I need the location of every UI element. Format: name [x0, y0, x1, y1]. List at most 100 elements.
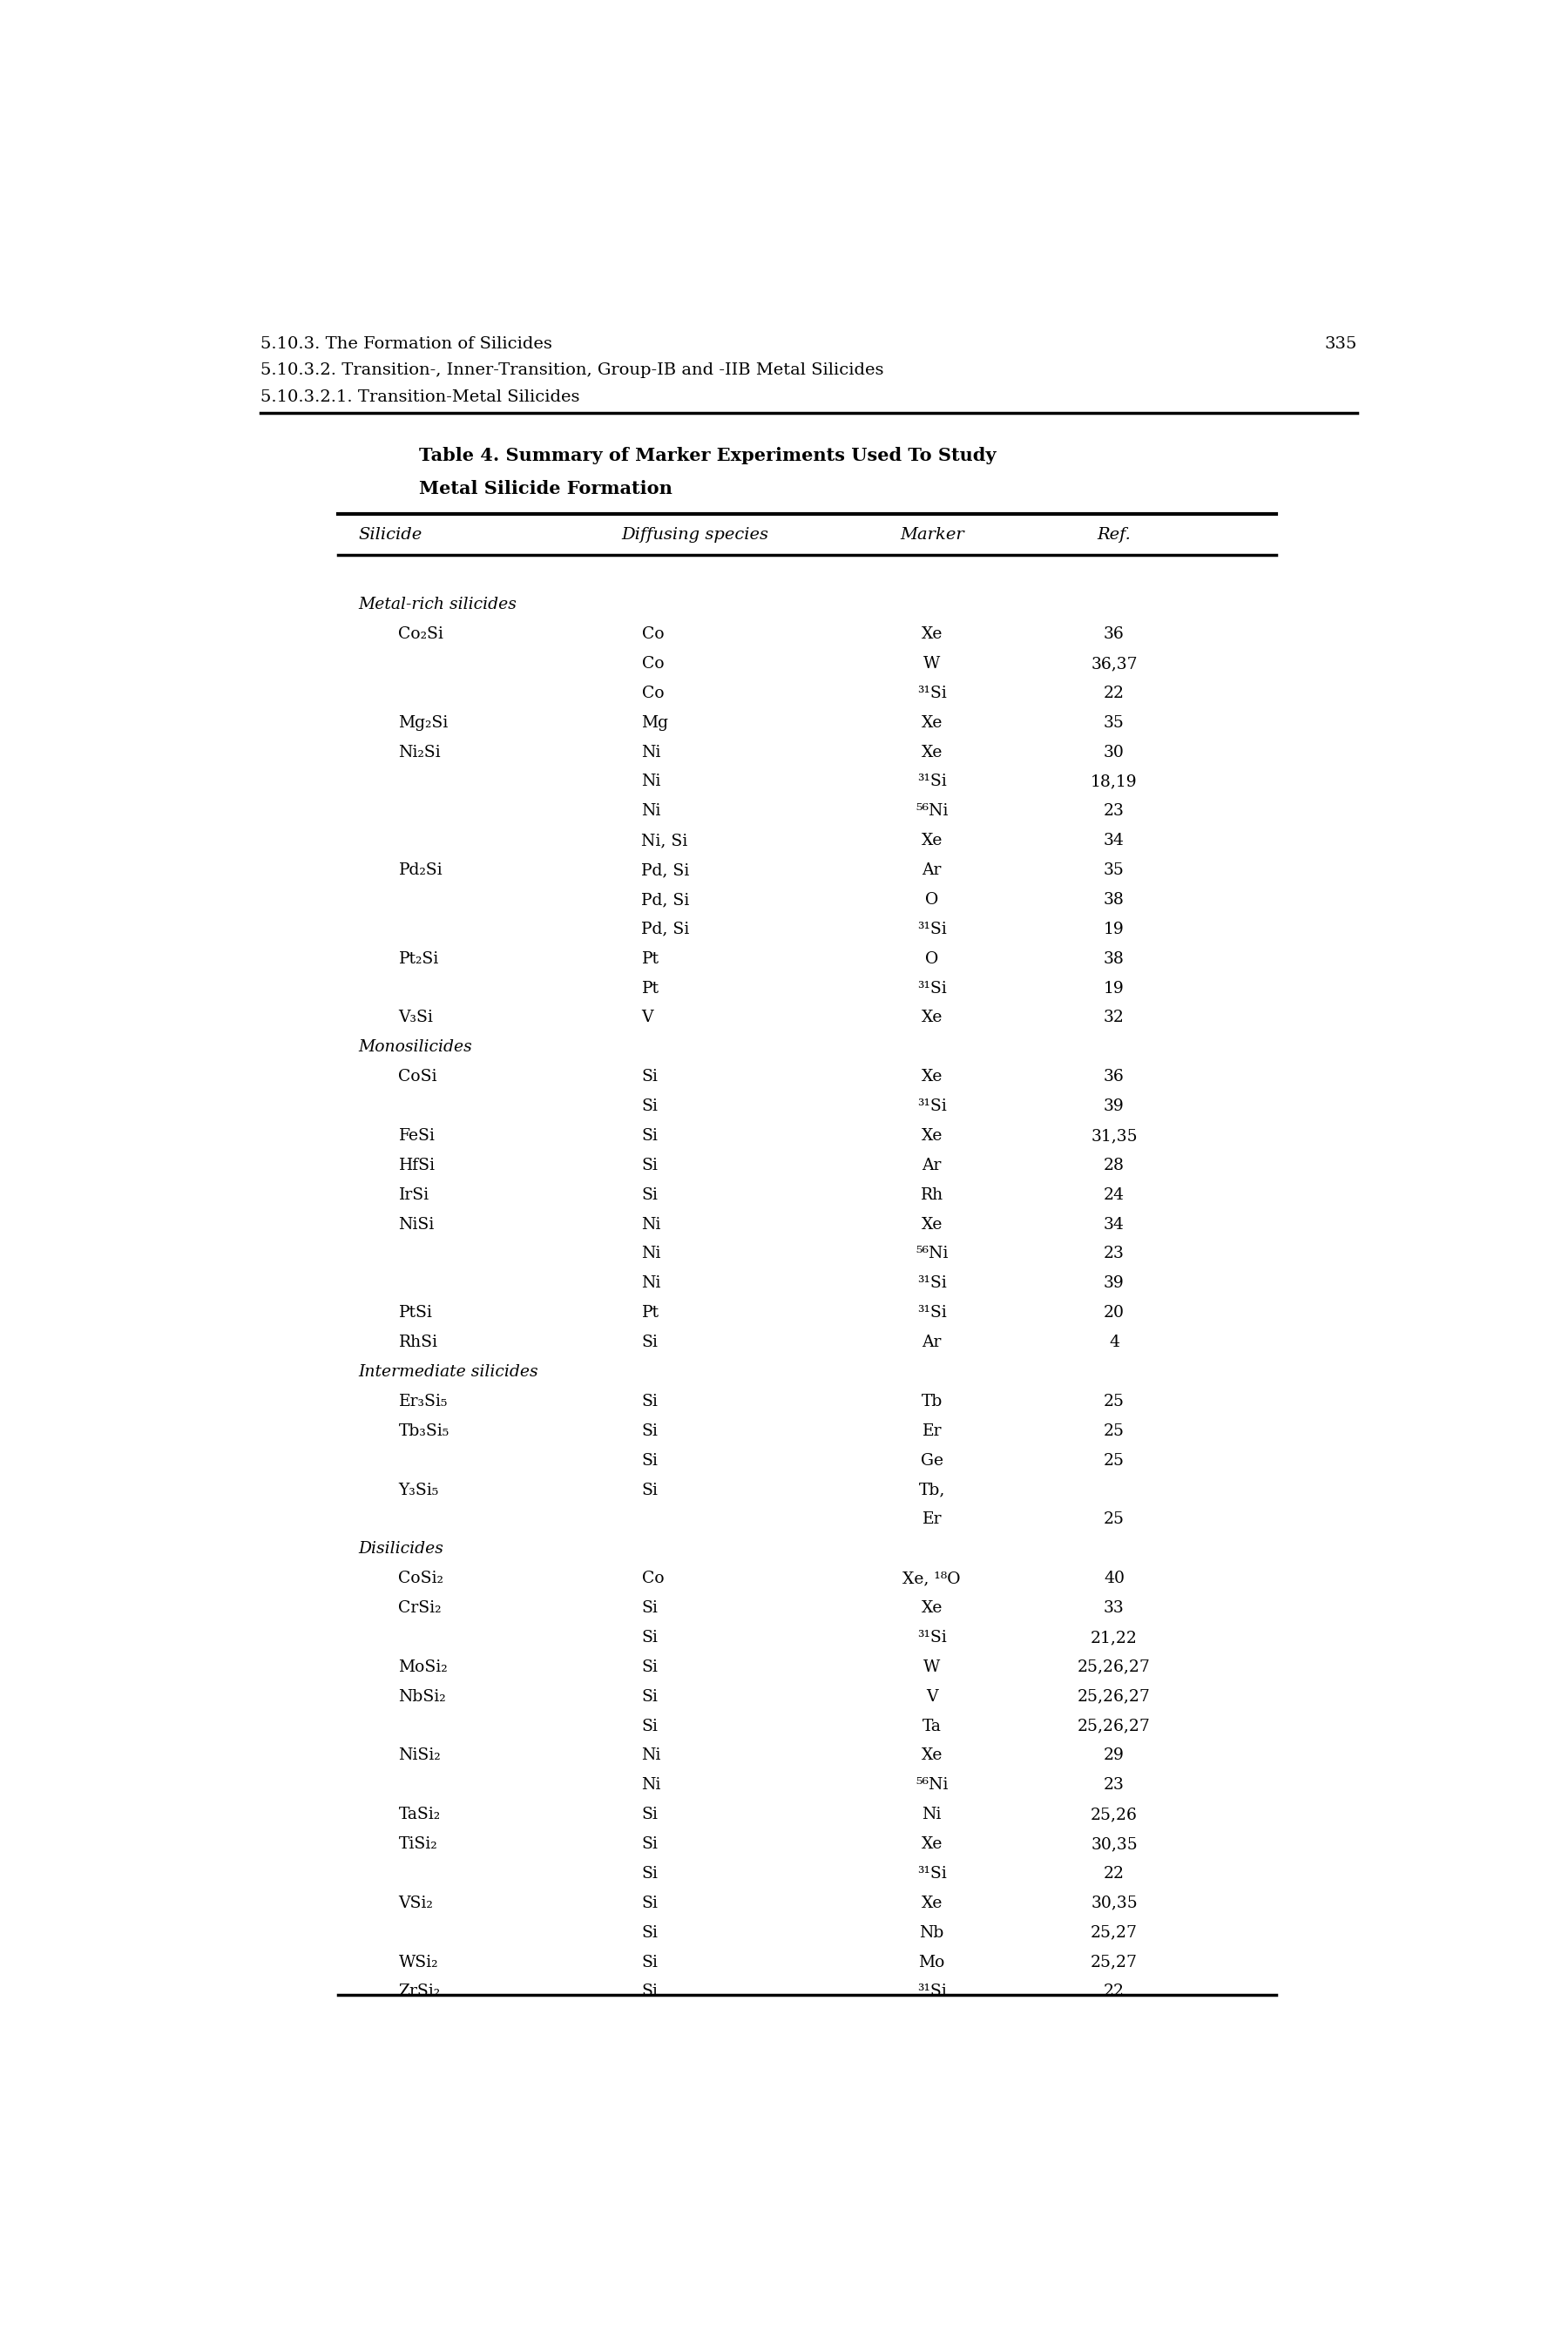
- Text: 22: 22: [1104, 1985, 1124, 1999]
- Text: W: W: [924, 656, 941, 673]
- Text: ³¹Si: ³¹Si: [917, 922, 947, 936]
- Text: ³¹Si: ³¹Si: [917, 1275, 947, 1291]
- Text: VSi₂: VSi₂: [398, 1896, 433, 1912]
- Text: Xe: Xe: [922, 1009, 942, 1025]
- Text: O: O: [925, 950, 939, 967]
- Text: 25: 25: [1104, 1395, 1124, 1409]
- Text: 25,26,27: 25,26,27: [1077, 1658, 1151, 1675]
- Text: Pt: Pt: [641, 1305, 659, 1322]
- Text: 25: 25: [1104, 1512, 1124, 1526]
- Text: Si: Si: [641, 1599, 659, 1616]
- Text: 28: 28: [1104, 1157, 1124, 1174]
- Text: Mo: Mo: [919, 1955, 946, 1971]
- Text: Table 4. Summary of Marker Experiments Used To Study: Table 4. Summary of Marker Experiments U…: [419, 447, 996, 463]
- Text: HfSi: HfSi: [398, 1157, 436, 1174]
- Text: MoSi₂: MoSi₂: [398, 1658, 448, 1675]
- Text: 39: 39: [1104, 1275, 1124, 1291]
- Text: Ni: Ni: [641, 743, 662, 760]
- Text: 23: 23: [1104, 1778, 1124, 1792]
- Text: Ni: Ni: [641, 774, 662, 790]
- Text: 29: 29: [1104, 1748, 1124, 1764]
- Text: Si: Si: [641, 1955, 659, 1971]
- Text: IrSi: IrSi: [398, 1188, 430, 1202]
- Text: 5.10.3.2. Transition-, Inner-Transition, Group-IB and -IIB Metal Silicides: 5.10.3.2. Transition-, Inner-Transition,…: [260, 362, 883, 379]
- Text: Co₂Si: Co₂Si: [398, 626, 444, 642]
- Text: RhSi: RhSi: [398, 1334, 437, 1350]
- Text: 4: 4: [1109, 1334, 1120, 1350]
- Text: O: O: [925, 891, 939, 908]
- Text: Disilicides: Disilicides: [358, 1541, 444, 1557]
- Text: Xe: Xe: [922, 1837, 942, 1851]
- Text: Si: Si: [641, 1689, 659, 1705]
- Text: Ar: Ar: [922, 1157, 942, 1174]
- Text: Er: Er: [922, 1512, 942, 1526]
- Text: 5.10.3.2.1. Transition-Metal Silicides: 5.10.3.2.1. Transition-Metal Silicides: [260, 390, 580, 405]
- Text: Si: Si: [641, 1454, 659, 1468]
- Text: Pd, Si: Pd, Si: [641, 922, 690, 936]
- Text: Si: Si: [641, 1719, 659, 1733]
- Text: Si: Si: [641, 1806, 659, 1823]
- Text: Xe, ¹⁸O: Xe, ¹⁸O: [903, 1571, 961, 1588]
- Text: Tb: Tb: [922, 1395, 942, 1409]
- Text: NiSi: NiSi: [398, 1216, 434, 1232]
- Text: Tb₃Si₅: Tb₃Si₅: [398, 1423, 450, 1439]
- Text: 21,22: 21,22: [1091, 1630, 1138, 1646]
- Text: Si: Si: [641, 1188, 659, 1202]
- Text: Ni₂Si: Ni₂Si: [398, 743, 441, 760]
- Text: 30,35: 30,35: [1091, 1837, 1137, 1851]
- Text: Tb,: Tb,: [919, 1482, 946, 1498]
- Text: 39: 39: [1104, 1098, 1124, 1115]
- Text: 19: 19: [1104, 922, 1124, 936]
- Text: Si: Si: [641, 1070, 659, 1084]
- Text: Pd, Si: Pd, Si: [641, 891, 690, 908]
- Text: Ta: Ta: [922, 1719, 941, 1733]
- Text: 36: 36: [1104, 626, 1124, 642]
- Text: V₃Si: V₃Si: [398, 1009, 433, 1025]
- Text: 25,27: 25,27: [1091, 1924, 1138, 1940]
- Text: 24: 24: [1104, 1188, 1124, 1202]
- Text: 23: 23: [1104, 804, 1124, 818]
- Text: Intermediate silicides: Intermediate silicides: [358, 1364, 538, 1381]
- Text: Rh: Rh: [920, 1188, 944, 1202]
- Text: Xe: Xe: [922, 626, 942, 642]
- Text: Co: Co: [641, 656, 663, 673]
- Text: 36,37: 36,37: [1091, 656, 1137, 673]
- Text: 25,26: 25,26: [1091, 1806, 1138, 1823]
- Text: Xe: Xe: [922, 1896, 942, 1912]
- Text: V: V: [927, 1689, 938, 1705]
- Text: ³¹Si: ³¹Si: [917, 1098, 947, 1115]
- Text: Ni: Ni: [641, 1778, 662, 1792]
- Text: 33: 33: [1104, 1599, 1124, 1616]
- Text: Si: Si: [641, 1658, 659, 1675]
- Text: Xe: Xe: [922, 833, 942, 849]
- Text: Ge: Ge: [920, 1454, 944, 1468]
- Text: TiSi₂: TiSi₂: [398, 1837, 437, 1851]
- Text: 36: 36: [1104, 1070, 1124, 1084]
- Text: Monosilicides: Monosilicides: [358, 1040, 472, 1056]
- Text: 22: 22: [1104, 684, 1124, 701]
- Text: Ni: Ni: [641, 1748, 662, 1764]
- Text: ³¹Si: ³¹Si: [917, 1630, 947, 1646]
- Text: ⁵⁶Ni: ⁵⁶Ni: [916, 1247, 949, 1261]
- Text: Pd, Si: Pd, Si: [641, 863, 690, 877]
- Text: ZrSi₂: ZrSi₂: [398, 1985, 441, 1999]
- Text: Si: Si: [641, 1482, 659, 1498]
- Text: Y₃Si₅: Y₃Si₅: [398, 1482, 439, 1498]
- Text: Si: Si: [641, 1423, 659, 1439]
- Text: Xe: Xe: [922, 1070, 942, 1084]
- Text: 34: 34: [1104, 833, 1124, 849]
- Text: Xe: Xe: [922, 743, 942, 760]
- Text: Xe: Xe: [922, 1129, 942, 1143]
- Text: Ni: Ni: [641, 804, 662, 818]
- Text: Mg: Mg: [641, 715, 668, 731]
- Text: Pt₂Si: Pt₂Si: [398, 950, 439, 967]
- Text: Co: Co: [641, 684, 663, 701]
- Text: Si: Si: [641, 1630, 659, 1646]
- Text: Ni: Ni: [641, 1275, 662, 1291]
- Text: Metal Silicide Formation: Metal Silicide Formation: [419, 480, 673, 499]
- Text: 31,35: 31,35: [1091, 1129, 1137, 1143]
- Text: Ref.: Ref.: [1098, 527, 1131, 543]
- Text: ³¹Si: ³¹Si: [917, 774, 947, 790]
- Text: 18,19: 18,19: [1091, 774, 1137, 790]
- Text: 25: 25: [1104, 1423, 1124, 1439]
